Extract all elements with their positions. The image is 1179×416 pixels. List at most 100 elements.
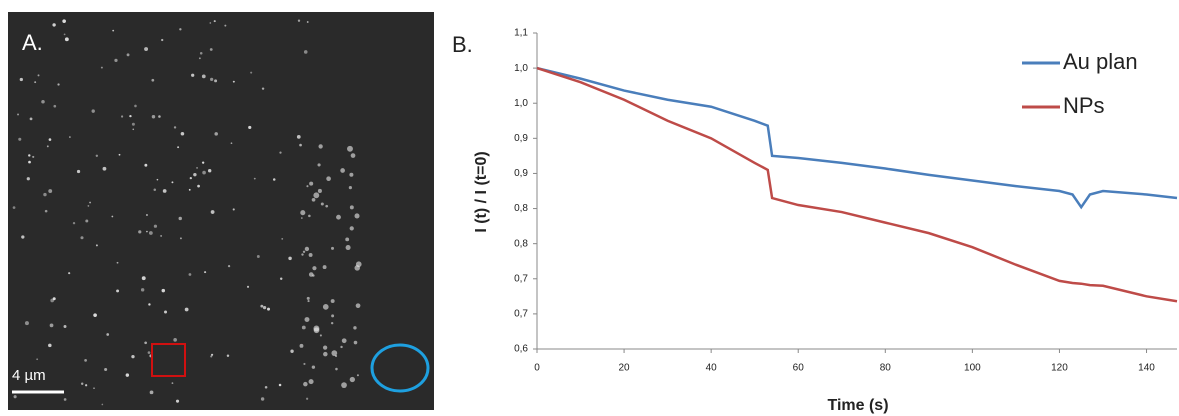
- legend-label: Au plan: [1063, 49, 1138, 74]
- speckle: [354, 265, 361, 271]
- speckle: [62, 19, 66, 23]
- speckle: [85, 384, 88, 387]
- speckle: [63, 324, 67, 328]
- speckle: [297, 19, 301, 22]
- speckle: [49, 323, 54, 328]
- speckle: [100, 66, 103, 69]
- speckle: [353, 326, 357, 330]
- speckle: [178, 216, 182, 221]
- speckle: [304, 317, 310, 323]
- speckle: [224, 24, 227, 27]
- y-tick-label: 0,6: [514, 344, 528, 355]
- speckle: [261, 87, 265, 90]
- speckle: [132, 128, 135, 131]
- data-line: [536, 66, 1178, 210]
- speckle: [248, 125, 252, 130]
- speckle: [299, 143, 302, 147]
- speckle: [91, 109, 95, 113]
- speckle: [214, 132, 218, 136]
- speckle: [211, 353, 214, 356]
- speckle: [161, 288, 166, 293]
- x-tick-label: 40: [706, 363, 718, 374]
- speckle: [312, 266, 317, 271]
- speckle: [87, 205, 90, 207]
- speckle: [131, 354, 135, 359]
- speckle: [57, 83, 60, 86]
- speckle: [210, 210, 215, 214]
- region-box: [151, 343, 186, 377]
- speckle: [307, 300, 310, 303]
- speckle: [89, 201, 91, 204]
- speckle: [303, 50, 308, 54]
- speckle: [144, 341, 147, 345]
- speckle: [301, 325, 306, 330]
- speckle: [52, 297, 56, 301]
- speckle: [306, 296, 310, 300]
- speckle: [317, 163, 321, 167]
- x-tick-label: 60: [793, 363, 805, 374]
- speckle: [347, 145, 353, 152]
- speckle: [330, 321, 334, 325]
- speckle: [349, 376, 355, 383]
- speckle: [84, 359, 87, 362]
- speckle: [104, 367, 108, 371]
- speckle: [151, 115, 156, 119]
- speckle: [189, 177, 192, 180]
- speckle: [323, 351, 328, 357]
- y-tick-label: 0,9: [514, 133, 528, 144]
- speckle: [325, 204, 329, 208]
- speckle: [68, 272, 71, 275]
- speckle: [36, 358, 39, 361]
- speckle: [201, 161, 205, 164]
- speckle: [41, 99, 45, 104]
- speckle: [147, 351, 151, 354]
- speckle: [184, 307, 189, 312]
- speckle: [171, 382, 174, 385]
- speckle: [311, 197, 316, 202]
- x-tick-label: 0: [534, 363, 540, 374]
- speckle: [349, 205, 354, 210]
- speckle: [308, 379, 314, 385]
- speckle: [85, 219, 89, 223]
- speckle: [116, 261, 119, 264]
- speckle: [306, 21, 309, 23]
- panel-label: A.: [22, 30, 43, 55]
- speckle: [253, 177, 256, 180]
- speckle: [32, 155, 35, 159]
- speckle: [281, 237, 284, 240]
- x-tick-label: 140: [1138, 363, 1155, 374]
- speckle: [318, 144, 323, 149]
- speckle: [232, 208, 235, 211]
- data-line: [536, 66, 1178, 303]
- y-tick-label: 1,0: [514, 98, 528, 109]
- speckle: [322, 265, 327, 270]
- speckle: [171, 181, 174, 184]
- speckle: [319, 334, 322, 337]
- speckle: [101, 403, 104, 406]
- speckle: [188, 188, 191, 191]
- speckle: [144, 163, 148, 167]
- speckle: [111, 215, 114, 218]
- speckle: [131, 122, 135, 126]
- speckle: [326, 176, 331, 182]
- speckle: [355, 303, 361, 309]
- y-tick-label: 0,8: [514, 203, 528, 214]
- speckle: [191, 73, 195, 77]
- speckle: [148, 231, 153, 235]
- speckle: [260, 304, 264, 308]
- speckle: [272, 178, 276, 181]
- speckle: [69, 136, 71, 138]
- speckle: [24, 321, 29, 326]
- speckle: [17, 113, 19, 116]
- speckle: [46, 145, 49, 148]
- speckle: [116, 289, 120, 293]
- x-axis-label: Time (s): [827, 397, 888, 414]
- speckle: [201, 74, 206, 79]
- region-circle: [370, 343, 430, 393]
- panel-label: B.: [452, 32, 473, 57]
- speckle: [345, 245, 351, 251]
- speckle: [354, 213, 360, 219]
- x-tick-label: 100: [964, 363, 981, 374]
- speckle: [13, 395, 17, 399]
- speckle: [120, 115, 124, 118]
